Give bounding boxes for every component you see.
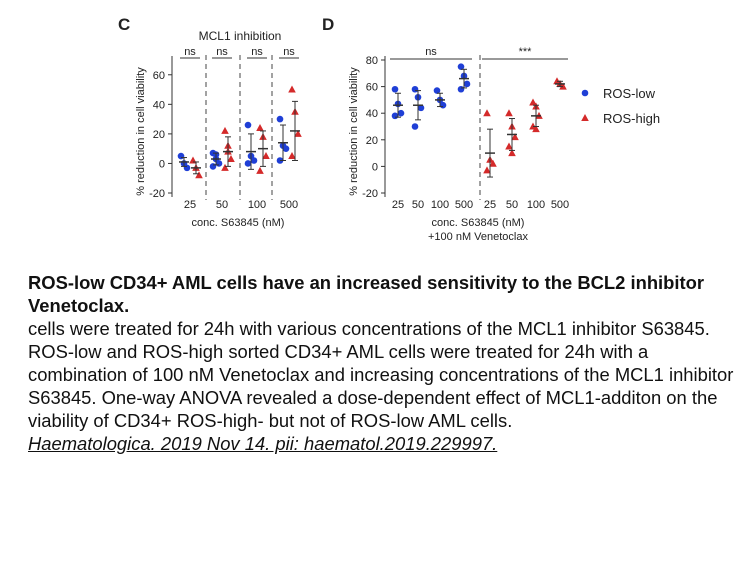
data-point	[411, 123, 419, 130]
data-point	[244, 121, 252, 129]
data-point	[463, 80, 471, 88]
data-point	[276, 115, 284, 123]
legend-marker	[581, 89, 589, 97]
data-point	[457, 85, 465, 93]
x-axis-label: conc. S63845 (nM)	[192, 217, 285, 229]
data-point	[417, 104, 425, 112]
x-tick-label: 25	[184, 199, 196, 211]
y-tick-label: -20	[149, 188, 165, 200]
data-point	[532, 125, 540, 133]
y-tick-label: 20	[366, 135, 378, 147]
chart-title: MCL1 inhibition	[199, 29, 282, 43]
caption-body: cells were treated for 24h with various …	[28, 318, 734, 431]
significance: ns	[251, 46, 263, 58]
x-axis-label: conc. S63845 (nM)	[432, 217, 525, 229]
figure: C MCL1 inhibition -20 0 20 40 60 % reduction in…	[118, 15, 660, 243]
x-tick-label: 50	[506, 199, 518, 211]
x-tick-label: 50	[412, 199, 424, 211]
data-point	[511, 133, 519, 141]
data-point	[215, 160, 223, 167]
caption-title: ROS-low CD34+ AML cells have an increase…	[28, 272, 705, 316]
data-point	[397, 109, 405, 117]
data-point	[250, 157, 258, 164]
x-tick-label: 500	[551, 199, 569, 211]
legend-label: ROS-low	[603, 86, 656, 101]
panel-label: C	[118, 15, 130, 34]
x-axis-label: +100 nM Venetoclax	[428, 231, 528, 243]
legend-marker	[581, 114, 589, 121]
y-axis-label: % reduction in cell viability	[348, 67, 360, 196]
data-point	[227, 155, 235, 163]
data-point	[529, 98, 537, 106]
data-point	[439, 101, 447, 109]
legend-label: ROS-high	[603, 111, 660, 126]
x-tick-label: 50	[216, 199, 228, 211]
data-point	[221, 126, 229, 134]
x-tick-label: 25	[392, 199, 404, 211]
data-point	[457, 63, 465, 70]
data-point	[483, 166, 491, 174]
significance: ns	[283, 46, 295, 58]
data-point	[288, 85, 296, 93]
data-point	[294, 129, 302, 137]
y-tick-label: 40	[366, 108, 378, 120]
data-point	[433, 87, 441, 94]
significance: ***	[519, 46, 533, 58]
data-point	[183, 164, 191, 172]
y-tick-label: -20	[362, 188, 378, 200]
x-tick-label: 100	[527, 199, 545, 211]
data-point	[177, 152, 185, 160]
panel-label: D	[322, 15, 334, 34]
data-point	[262, 152, 270, 160]
data-point	[391, 112, 399, 120]
data-point	[483, 109, 491, 117]
data-point	[508, 149, 516, 157]
data-point	[282, 145, 290, 152]
data-point	[505, 109, 513, 117]
x-tick-label: 500	[280, 199, 298, 211]
y-tick-label: 20	[153, 129, 165, 141]
x-tick-label: 500	[455, 199, 473, 211]
data-point	[209, 163, 217, 170]
x-tick-label: 100	[431, 199, 449, 211]
data-point	[411, 85, 419, 93]
data-point	[221, 163, 229, 171]
significance: ns	[216, 46, 228, 58]
data-point	[244, 160, 252, 167]
data-point	[256, 166, 264, 174]
y-tick-label: 0	[159, 158, 165, 170]
x-tick-label: 100	[248, 199, 266, 211]
x-tick-label: 25	[484, 199, 496, 211]
y-axis-label: % reduction in cell viability	[135, 67, 147, 196]
data-point	[489, 159, 497, 167]
data-point	[391, 85, 399, 93]
caption: ROS-low CD34+ AML cells have an increase…	[28, 271, 746, 455]
y-tick-label: 80	[366, 55, 378, 67]
data-point	[195, 171, 203, 179]
data-point	[288, 152, 296, 160]
significance: ns	[184, 46, 196, 58]
data-point	[256, 123, 264, 131]
y-tick-label: 40	[153, 99, 165, 111]
data-point	[505, 142, 513, 150]
citation[interactable]: Haematologica. 2019 Nov 14. pii: haemato…	[28, 433, 498, 454]
y-tick-label: 0	[372, 161, 378, 173]
significance: ns	[425, 46, 437, 58]
y-tick-label: 60	[153, 70, 165, 82]
y-tick-label: 60	[366, 82, 378, 94]
